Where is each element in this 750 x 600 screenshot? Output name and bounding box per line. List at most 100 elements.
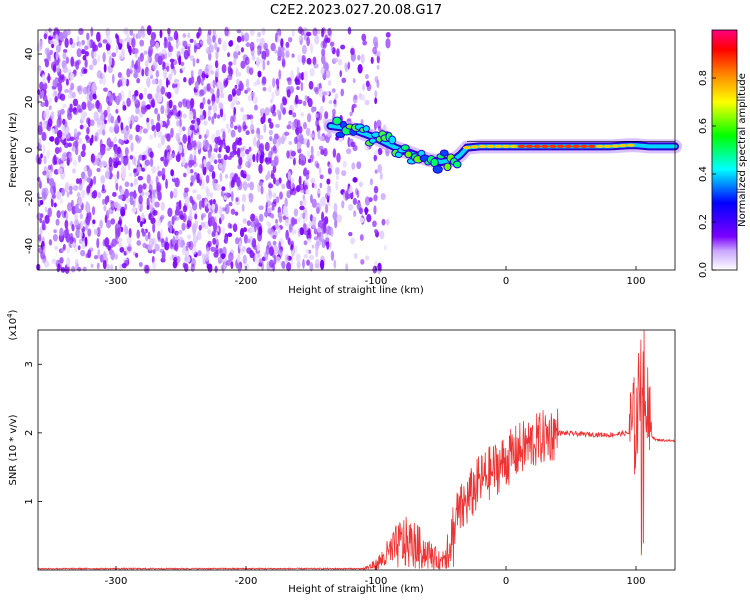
noise-speckle xyxy=(83,124,88,129)
noise-speckle xyxy=(75,229,81,239)
noise-speckle xyxy=(206,37,212,45)
noise-speckle xyxy=(333,202,338,213)
y-tick-label: 20 xyxy=(24,96,35,109)
noise-speckle xyxy=(327,190,331,197)
noise-speckle xyxy=(299,205,305,211)
noise-speckle xyxy=(214,136,220,144)
noise-speckle xyxy=(69,136,75,142)
noise-speckle xyxy=(169,256,175,261)
noise-speckle xyxy=(55,44,61,53)
noise-speckle xyxy=(316,189,321,194)
noise-speckle xyxy=(291,229,297,235)
noise-speckle xyxy=(258,258,263,266)
noise-speckle xyxy=(303,240,308,246)
noise-speckle xyxy=(310,145,314,155)
noise-speckle xyxy=(65,211,69,221)
noise-speckle xyxy=(295,94,299,105)
signal-peak xyxy=(533,144,542,148)
noise-speckle xyxy=(82,266,87,272)
noise-speckle xyxy=(121,263,127,269)
noise-speckle xyxy=(232,113,236,123)
noise-speckle xyxy=(104,214,108,224)
noise-speckle xyxy=(374,229,378,234)
noise-speckle xyxy=(90,26,94,37)
x-tick-label: -300 xyxy=(105,576,128,587)
noise-speckle xyxy=(374,169,378,174)
noise-speckle xyxy=(75,59,80,71)
y-tick-label: 40 xyxy=(24,48,35,61)
noise-speckle xyxy=(106,147,111,152)
noise-speckle xyxy=(257,31,261,38)
noise-speckle xyxy=(151,166,157,174)
noise-speckle xyxy=(146,104,151,110)
noise-speckle xyxy=(233,106,237,116)
noise-speckle xyxy=(217,37,222,45)
noise-speckle xyxy=(51,43,55,49)
noise-speckle xyxy=(227,94,233,102)
noise-speckle xyxy=(321,48,326,57)
noise-speckle xyxy=(189,209,193,220)
noise-speckle xyxy=(142,128,148,134)
noise-speckle xyxy=(278,69,282,80)
noise-speckle xyxy=(202,120,208,126)
noise-speckle xyxy=(268,187,271,196)
noise-speckle xyxy=(326,178,331,185)
noise-speckle xyxy=(170,153,176,158)
noise-speckle xyxy=(120,206,126,217)
noise-speckle xyxy=(138,195,143,205)
noise-speckle xyxy=(166,133,171,142)
noise-speckle xyxy=(43,33,48,40)
noise-speckle xyxy=(218,102,224,110)
noise-speckle xyxy=(214,68,220,78)
noise-speckle xyxy=(133,190,137,200)
noise-speckle xyxy=(124,181,130,188)
noise-speckle xyxy=(38,137,42,145)
noise-speckle xyxy=(110,264,114,271)
noise-speckle xyxy=(314,263,320,269)
noise-speckle xyxy=(265,174,269,181)
noise-speckle xyxy=(234,84,238,90)
noise-speckle xyxy=(78,177,83,185)
noise-speckle xyxy=(286,262,292,272)
noise-speckle xyxy=(347,61,351,70)
noise-speckle xyxy=(100,174,106,184)
noise-speckle xyxy=(230,261,234,269)
noise-speckle xyxy=(218,139,223,145)
noise-speckle xyxy=(45,170,50,178)
noise-speckle xyxy=(306,57,312,65)
noise-speckle xyxy=(258,213,264,222)
noise-speckle xyxy=(221,139,226,145)
noise-speckle xyxy=(222,41,228,52)
noise-speckle xyxy=(92,175,97,185)
noise-speckle xyxy=(225,260,232,266)
noise-speckle xyxy=(210,70,215,75)
noise-speckle xyxy=(183,172,187,178)
noise-speckle xyxy=(91,103,95,109)
noise-speckle xyxy=(111,238,117,247)
noise-speckle xyxy=(54,245,59,251)
noise-speckle xyxy=(194,120,198,131)
noise-speckle xyxy=(213,221,218,232)
noise-speckle xyxy=(141,100,146,107)
noise-speckle xyxy=(119,38,123,44)
noise-speckle xyxy=(288,109,293,116)
noise-speckle xyxy=(150,217,156,225)
noise-speckle xyxy=(291,217,296,227)
noise-speckle xyxy=(302,258,305,269)
noise-speckle xyxy=(191,199,195,206)
noise-speckle xyxy=(117,72,122,78)
noise-speckle xyxy=(243,32,250,42)
noise-speckle xyxy=(356,161,362,170)
noise-speckle xyxy=(207,115,212,121)
noise-speckle xyxy=(310,43,314,54)
noise-speckle xyxy=(308,80,314,90)
noise-speckle xyxy=(169,224,173,234)
noise-speckle xyxy=(209,155,214,163)
noise-speckle xyxy=(369,178,373,186)
noise-speckle xyxy=(220,213,225,221)
noise-speckle xyxy=(141,104,147,115)
noise-speckle xyxy=(77,131,81,136)
noise-speckle xyxy=(193,241,197,248)
noise-speckle xyxy=(279,46,285,52)
noise-speckle xyxy=(99,254,105,263)
